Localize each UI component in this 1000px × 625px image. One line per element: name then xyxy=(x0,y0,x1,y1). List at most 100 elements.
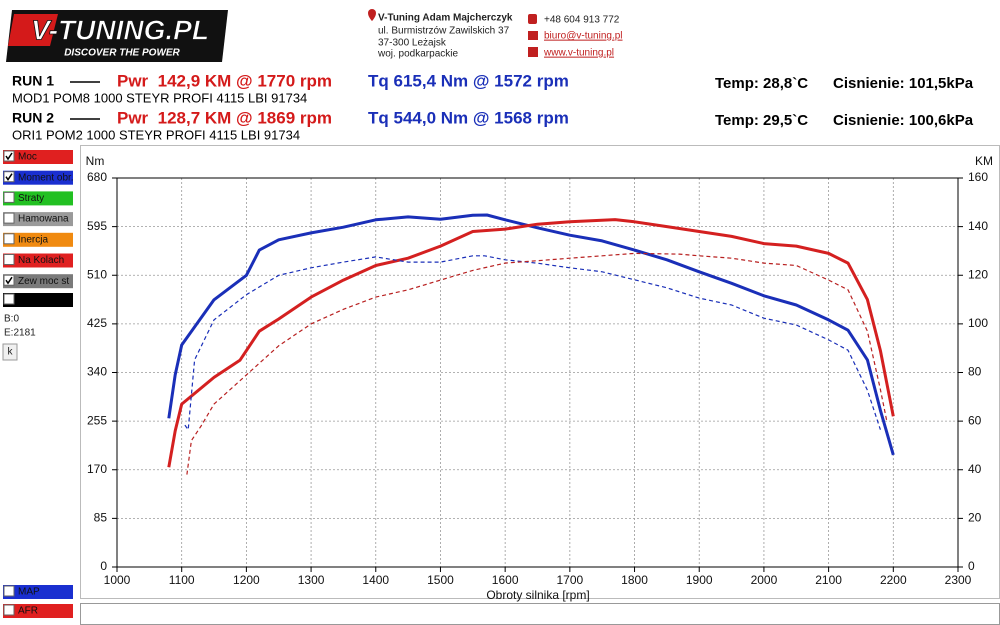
run-label: RUN 1 xyxy=(12,73,54,89)
channel-label: AFR xyxy=(18,606,38,617)
status-bar xyxy=(80,603,1000,625)
run-power: Pwr 142,9 KM @ 1770 rpm xyxy=(117,71,332,90)
address-line: 37-300 Leżajsk xyxy=(378,38,447,49)
channel-toggle[interactable] xyxy=(3,232,73,247)
empty-channel[interactable] xyxy=(3,293,73,307)
mail-icon xyxy=(528,31,538,40)
channel-label: Straty xyxy=(18,193,44,204)
y-tick-label: 595 xyxy=(87,219,107,233)
checkbox[interactable] xyxy=(3,212,15,224)
y2-tick-label: 160 xyxy=(968,170,988,184)
x-tick-label: 2300 xyxy=(945,573,972,587)
channel-label: MAP xyxy=(18,587,40,598)
series-line xyxy=(186,252,888,475)
y2-tick-label: 60 xyxy=(968,413,982,427)
x-tick-label: 1700 xyxy=(556,573,583,587)
run-description: ORI1 POM2 1000 STEYR PROFI 4115 LBI 9173… xyxy=(12,127,300,142)
checkmark xyxy=(5,152,13,161)
x-tick-label: 1100 xyxy=(169,573,195,587)
y-tick-label: 340 xyxy=(87,365,107,379)
checkmark xyxy=(5,276,13,285)
channel-label: Na Kolach xyxy=(18,255,64,266)
x-tick-label: 1300 xyxy=(298,573,325,587)
y-tick-label: 510 xyxy=(87,267,107,281)
series-line xyxy=(167,218,895,468)
channel-label: Moc xyxy=(18,152,37,163)
channel-label: Moment obr. xyxy=(18,172,74,183)
x-tick-label: 2100 xyxy=(815,573,842,587)
website[interactable]: www.v-tuning.pl xyxy=(543,48,614,59)
y-tick-label: 0 xyxy=(100,559,107,573)
run-pressure: Cisnienie: 100,6kPa xyxy=(833,112,974,129)
web-icon xyxy=(528,47,538,57)
x-tick-label: 1200 xyxy=(233,573,260,587)
y2-axis-label: KM xyxy=(975,154,993,168)
channel-label: Zew moc st xyxy=(18,276,69,287)
series-line xyxy=(167,213,895,456)
x-tick-label: 2000 xyxy=(751,573,778,587)
y-tick-label: 425 xyxy=(87,316,107,330)
channel-toggle[interactable] xyxy=(3,191,73,206)
address-line: woj. podkarpackie xyxy=(377,49,458,60)
x-tick-label: 1600 xyxy=(492,573,519,587)
y-tick-label: 170 xyxy=(87,462,107,476)
plot-border xyxy=(116,177,959,568)
x-tick-label: 1000 xyxy=(104,573,131,587)
chart-frame xyxy=(80,145,1000,599)
phone: +48 604 913 772 xyxy=(544,15,620,26)
checkbox[interactable] xyxy=(3,293,15,305)
run-torque: Tq 615,4 Nm @ 1572 rpm xyxy=(368,71,569,90)
series-line xyxy=(184,255,881,431)
email[interactable]: biuro@v-tuning.pl xyxy=(544,31,623,42)
x-tick-label: 1800 xyxy=(621,573,648,587)
channel-toggle[interactable] xyxy=(3,253,73,268)
run-power: Pwr 128,7 KM @ 1869 rpm xyxy=(117,108,332,127)
y2-tick-label: 80 xyxy=(968,365,982,379)
run-label: RUN 2 xyxy=(12,110,54,126)
channel-toggle[interactable] xyxy=(3,585,73,599)
channel-label: Inercja xyxy=(18,234,48,245)
y2-tick-label: 100 xyxy=(968,316,988,330)
b-value: B:0 xyxy=(4,314,19,325)
y2-tick-label: 120 xyxy=(968,267,988,281)
channel-toggle[interactable] xyxy=(3,150,73,164)
run-torque: Tq 544,0 Nm @ 1568 rpm xyxy=(368,108,569,127)
pin-icon xyxy=(368,9,376,21)
x-tick-label: 1400 xyxy=(362,573,389,587)
checkbox[interactable] xyxy=(3,604,15,616)
run-pressure: Cisnienie: 101,5kPa xyxy=(833,75,974,92)
checkbox[interactable] xyxy=(3,150,15,162)
logo-tagline: DISCOVER THE POWER xyxy=(64,48,180,59)
x-tick-label: 1500 xyxy=(427,573,454,587)
y2-tick-label: 0 xyxy=(968,559,975,573)
channel-label: Hamowana xyxy=(18,214,69,225)
checkbox[interactable] xyxy=(3,191,15,203)
logo: V-TUNING.PL DISCOVER THE POWER xyxy=(6,10,228,62)
run-temp: Temp: 28,8`C xyxy=(715,75,808,92)
checkbox[interactable] xyxy=(3,274,15,286)
checkbox[interactable] xyxy=(3,171,15,183)
phone-icon xyxy=(528,14,537,24)
checkbox[interactable] xyxy=(3,585,15,597)
y-tick-label: 680 xyxy=(87,170,107,184)
y-tick-label: 85 xyxy=(94,511,108,525)
channel-toggle[interactable] xyxy=(3,604,73,618)
x-tick-label: 2200 xyxy=(880,573,907,587)
logo-title: V-TUNING.PL xyxy=(31,14,209,45)
checkbox[interactable] xyxy=(3,233,15,245)
x-axis-label: Obroty silnika [rpm] xyxy=(486,588,589,602)
channel-toggle[interactable] xyxy=(3,170,73,185)
button[interactable] xyxy=(2,343,18,361)
channel-toggle[interactable] xyxy=(3,274,73,289)
y-axis-label: Nm xyxy=(86,154,105,168)
y-tick-label: 255 xyxy=(87,413,107,427)
e-value: E:2181 xyxy=(4,328,36,339)
y2-tick-label: 40 xyxy=(968,462,982,476)
checkbox[interactable] xyxy=(3,254,15,265)
run-temp: Temp: 29,5`C xyxy=(715,112,808,129)
button-label[interactable]: k xyxy=(8,347,14,358)
channel-toggle[interactable] xyxy=(3,212,73,227)
address-line: ul. Burmistrzów Zawilskich 37 xyxy=(378,26,510,37)
x-tick-label: 1900 xyxy=(686,573,713,587)
